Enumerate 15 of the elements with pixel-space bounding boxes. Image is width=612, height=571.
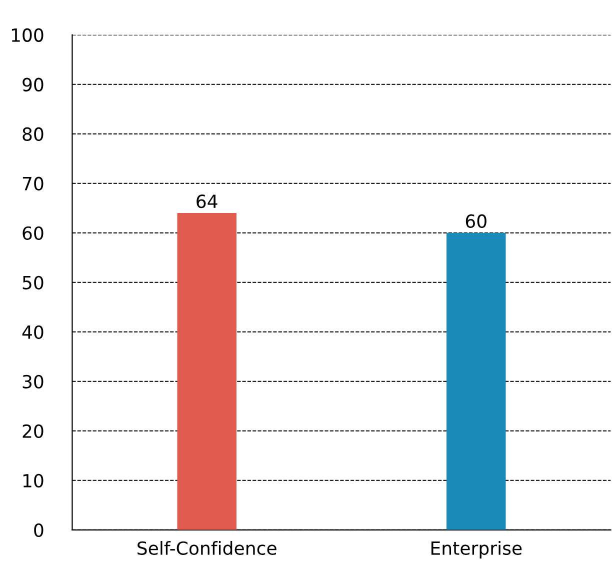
x-tick-label: Enterprise — [431, 541, 522, 558]
data-label: 64 — [196, 194, 218, 208]
y-tick-label: 80 — [22, 127, 44, 141]
data-label: 60 — [466, 214, 486, 228]
y-tick-label: 40 — [22, 325, 44, 339]
y-tick-label: 10 — [23, 474, 44, 488]
x-tick-label: Self-Confidence — [138, 541, 276, 555]
y-tick-label: 20 — [22, 424, 44, 438]
y-tick-label: 60 — [22, 226, 44, 240]
y-tick-label: 100 — [12, 28, 44, 42]
y-tick-label: 90 — [22, 78, 44, 92]
y-tick-label: 30 — [22, 374, 44, 388]
y-tick-label: 50 — [22, 276, 44, 290]
y-tick-label: 0 — [34, 523, 44, 538]
y-tick-label: 70 — [22, 176, 44, 190]
